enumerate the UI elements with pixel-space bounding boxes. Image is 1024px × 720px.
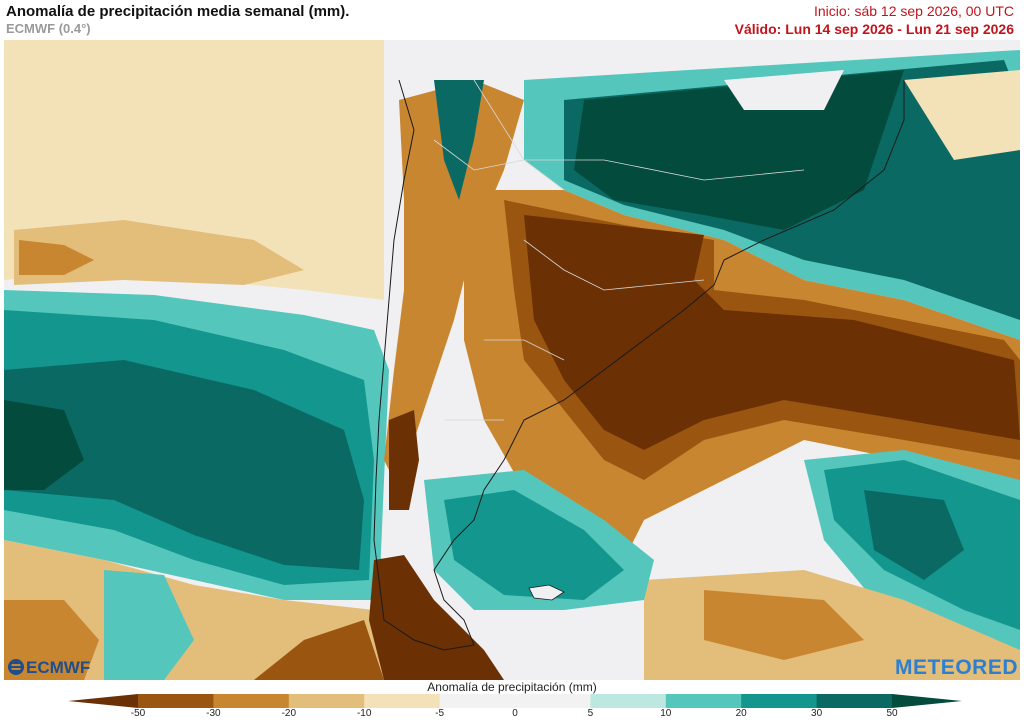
anomaly-neutral-brazil [724, 70, 844, 110]
anomaly-dry-faint-ne [904, 70, 1020, 160]
anomaly-dry-light-pacific [14, 220, 304, 285]
legend-tick-label: -50 [130, 708, 146, 719]
legend-colorbar [68, 694, 962, 708]
anomaly-dry-faint-south-pacific [4, 540, 384, 680]
legend-swatch [288, 694, 365, 708]
legend-swatch [816, 694, 893, 708]
country-borders [433, 79, 805, 421]
legend-tick-label: 20 [735, 708, 747, 719]
map-title: Anomalía de precipitación media semanal … [6, 3, 350, 20]
valid-period: Válido: Lun 14 sep 2026 - Lun 21 sep 202… [734, 21, 1014, 37]
legend-arrow-right [892, 694, 962, 708]
anomaly-dry-tierra-del-fuego [369, 555, 504, 680]
model-label: ECMWF (0.4°) [6, 21, 91, 36]
ecmwf-logo: ECMWF [8, 658, 90, 678]
legend-tick-label: -10 [356, 708, 372, 719]
legend-swatch [138, 694, 214, 708]
legend-swatch [364, 694, 441, 708]
anomaly-dry-strong-central [524, 215, 1020, 450]
legend-swatch [213, 694, 290, 708]
legend-arrow-left [68, 694, 138, 708]
anomaly-dry-light-south-pacific [4, 600, 99, 680]
legend-tick-label: -5 [435, 708, 445, 719]
precipitation-anomaly-map [4, 40, 1020, 680]
anomaly-dry-andes [384, 80, 524, 490]
header: Anomalía de precipitación media semanal … [0, 0, 1024, 40]
legend-swatch [590, 694, 667, 708]
legend-tick-label: 5 [587, 708, 594, 719]
legend-tick-label: 30 [811, 708, 823, 719]
legend-tick-label: -20 [281, 708, 297, 719]
ecmwf-logo-icon [8, 659, 24, 675]
legend-tick-label: 10 [660, 708, 672, 719]
anomaly-wet-strong-pacific [4, 360, 364, 570]
anomaly-dry-chile-south [389, 410, 419, 510]
legend-swatch [741, 694, 818, 708]
legend-tick-label: 50 [886, 708, 898, 719]
anomaly-dry-light-south-atlantic [704, 590, 864, 660]
color-legend: Anomalía de precipitación (mm) [0, 680, 1024, 720]
meteored-logo: METEORED [894, 656, 1018, 679]
legend-tick-label: 0 [512, 708, 518, 719]
init-time: Inicio: sáb 12 sep 2026, 00 UTC [813, 3, 1014, 19]
anomaly-wet-core-pacific [4, 400, 84, 490]
anomaly-dry-south-tip [254, 620, 384, 680]
anomaly-wet-strong-atlantic [864, 490, 964, 580]
anomaly-wet-mid-patagonia [444, 490, 624, 600]
anomaly-wet-andes-north [434, 80, 484, 200]
coastline [373, 79, 905, 651]
islands-malvinas [528, 584, 565, 601]
map-canvas [4, 40, 1020, 680]
ecmwf-logo-text: ECMWF [26, 658, 91, 677]
legend-title: Anomalía de precipitación (mm) [427, 680, 597, 694]
legend-swatch [515, 694, 591, 708]
legend-tick-label: -30 [206, 708, 221, 719]
legend-swatch [439, 694, 516, 708]
anomaly-dry-patch-pacific [19, 240, 94, 275]
legend-swatch [665, 694, 742, 708]
anomaly-wet-patch-south-pacific [104, 570, 194, 680]
